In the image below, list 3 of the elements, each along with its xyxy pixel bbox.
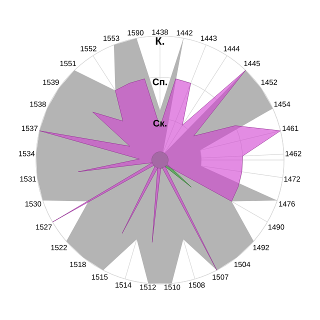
y-tick-label: Ск.	[153, 120, 166, 127]
y-tick-label: Сп.	[152, 78, 167, 86]
y-tick-label: К.	[156, 37, 164, 45]
